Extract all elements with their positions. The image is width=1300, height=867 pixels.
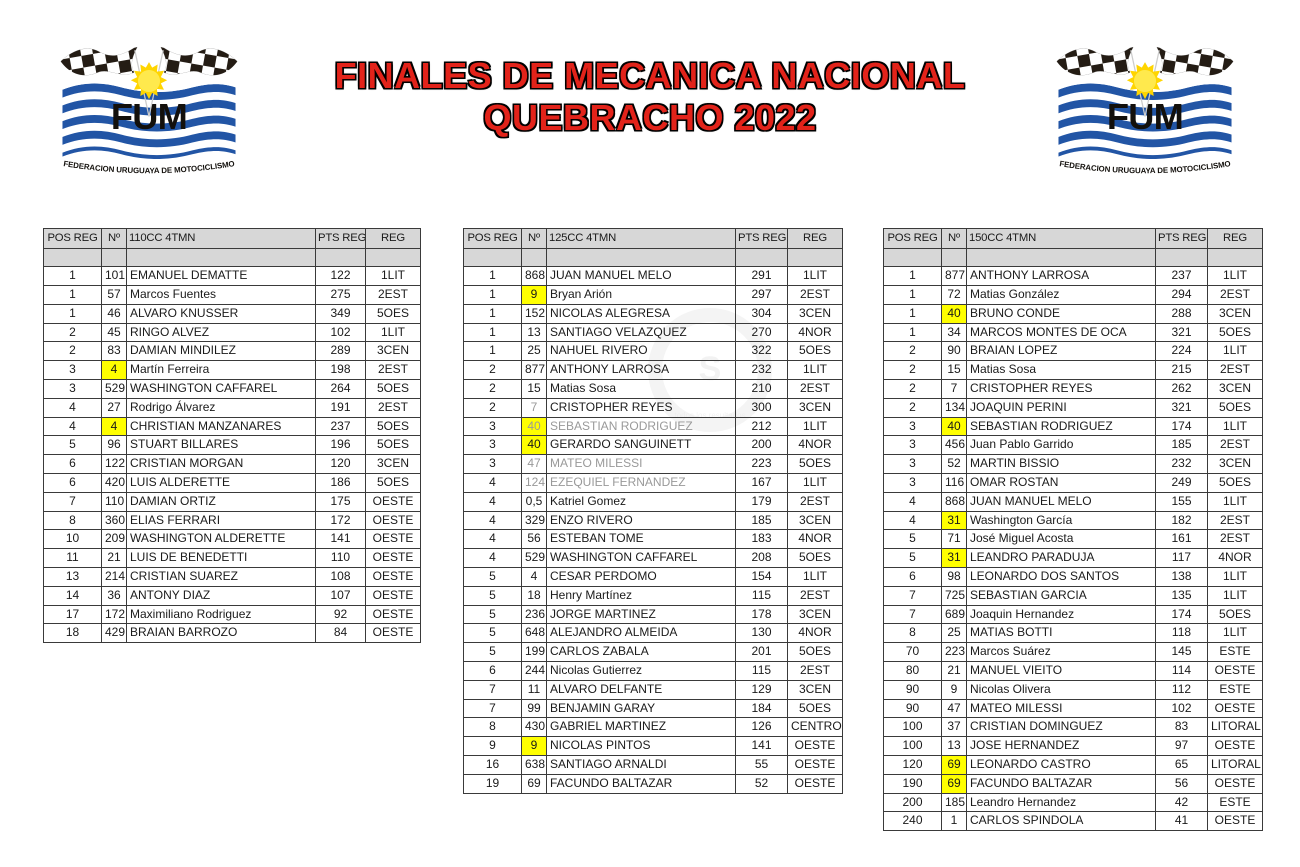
svg-text:FEDERACION URUGUAYA DE MOTOCIC: FEDERACION URUGUAYA DE MOTOCICLISMO <box>1059 159 1231 174</box>
svg-text:FEDERACION URUGUAYA DE MOTOCIC: FEDERACION URUGUAYA DE MOTOCICLISMO <box>63 159 235 174</box>
